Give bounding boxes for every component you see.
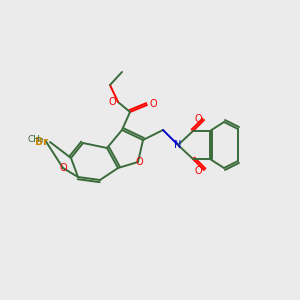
Text: O: O: [135, 157, 143, 167]
Text: O: O: [150, 99, 158, 109]
Text: N: N: [174, 140, 182, 150]
Text: O: O: [59, 163, 67, 173]
Text: CH₃: CH₃: [27, 136, 44, 145]
Text: O: O: [194, 114, 202, 124]
Text: O: O: [194, 166, 202, 176]
Text: O: O: [108, 97, 116, 107]
Text: Br: Br: [35, 137, 48, 147]
